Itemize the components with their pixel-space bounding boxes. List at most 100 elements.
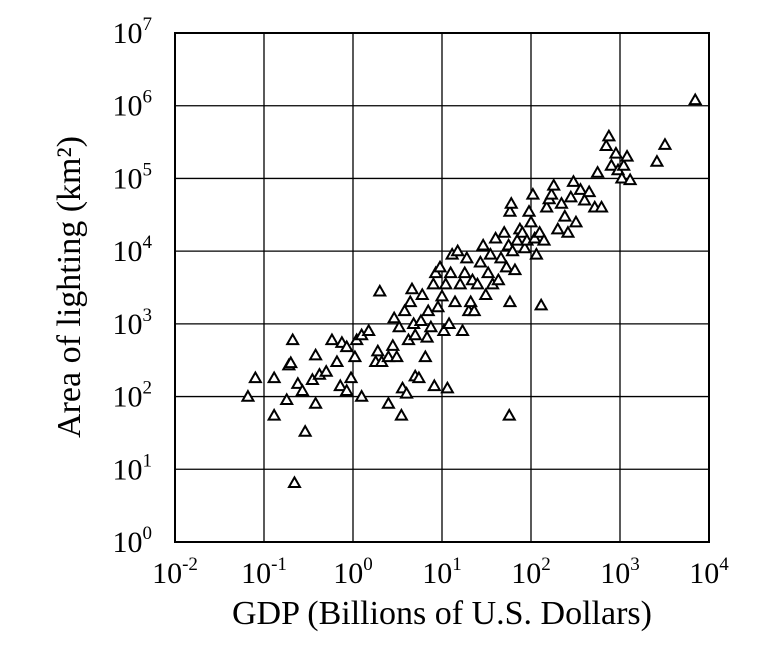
data-point-triangle [389,349,404,363]
data-point-triangle [385,338,401,351]
data-point-triangle [354,389,369,402]
data-point-triangle [285,332,300,346]
data-point-triangle [525,187,541,200]
data-point-triangle [423,319,439,333]
plot-frame [174,32,710,543]
data-point-triangle [372,283,388,297]
data-point-triangle [515,225,530,238]
data-point-triangle [436,323,452,337]
data-point-triangle [391,319,407,333]
data-point-triangle [297,424,313,437]
y-tick-base: 10 [113,162,143,195]
data-point-triangle [443,265,458,279]
data-point-triangle [616,158,631,171]
data-point-triangle [568,214,584,228]
data-point-triangle [502,294,518,308]
data-point-triangle [533,297,549,311]
data-point-triangle [407,327,423,341]
data-point-triangle [601,128,617,142]
data-point-triangle [483,246,498,260]
data-point-triangle [536,233,552,246]
data-point-triangle [480,265,496,279]
data-point-triangle [411,370,427,384]
x-tick-labels: 10-2 10-1 100 101 102 103 104 [152,554,729,590]
data-point-triangle [504,196,519,209]
x-tick-base: 10 [333,557,363,590]
y-tick-exponent: 4 [143,232,153,253]
data-point-triangle [333,378,348,392]
data-point-triangle [450,243,465,257]
y-tick-base: 10 [113,90,143,123]
y-axis-label: Area of lighting (km²) [51,136,88,438]
data-point-triangle [430,299,446,313]
x-tick-base: 10 [241,557,271,590]
data-point-triangle [295,383,310,396]
data-point-triangle [347,349,363,363]
data-point-triangle [687,92,703,106]
data-point-triangle [440,380,455,394]
y-tick-label: 101 [113,450,153,486]
y-tick-exponent: 2 [143,378,153,399]
data-point-triangle [266,407,282,421]
data-point-triangle [370,343,386,357]
data-point-triangle [491,272,506,286]
x-tick-label: 101 [422,554,462,590]
y-tick-label: 106 [113,87,153,123]
data-point-triangle [457,265,472,279]
data-point-triangle [581,184,597,198]
data-point-triangle [539,199,554,213]
x-tick-exponent: -1 [271,554,287,575]
data-point-triangle [563,189,579,203]
data-point-triangle [240,389,256,402]
y-tick-label: 105 [113,159,153,195]
data-point-triangle [598,138,614,152]
y-tick-label: 102 [113,378,153,414]
data-point-triangle [308,347,323,361]
data-point-triangle [507,262,523,276]
data-point-triangle [283,355,299,369]
x-tick-label: 103 [600,554,640,590]
data-point-triangle [447,294,463,308]
x-tick-exponent: 2 [541,554,551,575]
x-tick-exponent: -2 [182,554,198,575]
y-tick-exponent: 6 [143,87,153,108]
data-point-triangle [566,174,581,187]
y-tick-exponent: 3 [143,305,153,326]
data-point-triangle [318,364,334,377]
data-point-triangle [381,396,396,409]
data-point-triangle [452,276,468,290]
data-points [240,92,703,489]
data-point-triangle [554,196,569,209]
data-point-triangle [478,287,493,301]
data-point-triangle [475,237,491,251]
y-tick-label: 103 [113,305,153,341]
data-point-triangle [470,276,485,290]
data-point-triangle [463,294,478,308]
data-point-triangle [560,225,576,238]
x-tick-base: 10 [422,557,452,590]
x-tick-exponent: 4 [719,554,729,575]
data-point-triangle [509,233,525,246]
data-point-triangle [614,170,630,184]
x-tick-label: 104 [689,554,729,590]
x-tick-label: 10-1 [241,554,287,590]
data-point-triangle [418,349,433,363]
x-tick-base: 10 [152,557,182,590]
data-point-triangle [248,370,263,384]
y-tick-exponent: 0 [143,523,153,544]
y-tick-base: 10 [113,17,143,50]
data-point-triangle [473,254,488,268]
x-tick-base: 10 [689,557,719,590]
data-point-triangle [279,392,294,406]
data-point-triangle [441,316,457,329]
data-point-triangle [557,208,573,222]
data-point-triangle [381,349,396,363]
data-point-triangle [308,396,323,409]
data-point-triangle [517,240,532,254]
data-point-triangle [434,288,450,302]
data-point-triangle [420,303,436,317]
data-point-triangle [426,276,441,290]
data-point-triangle [427,378,442,392]
data-point-triangle [521,204,537,217]
data-point-triangle [594,199,609,213]
